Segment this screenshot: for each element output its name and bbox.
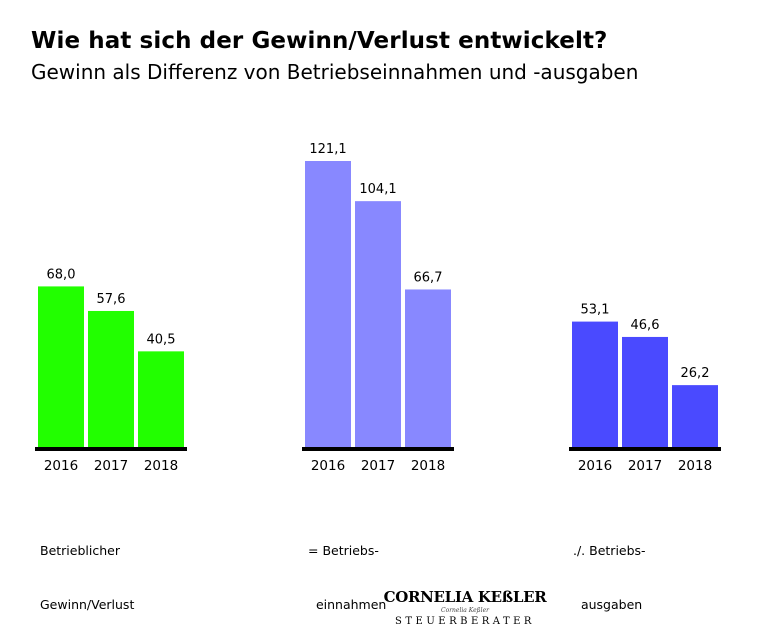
x-tick-label: 2017	[94, 458, 128, 474]
data-label: 53,1	[581, 303, 610, 318]
x-tick-label: 2016	[44, 458, 78, 474]
data-label: 104,1	[359, 182, 396, 197]
group-label-profit-line1: Betrieblicher	[40, 543, 120, 558]
bar	[355, 201, 401, 447]
baseline	[569, 447, 721, 451]
group-label-expenses-line2: ausgaben	[573, 597, 643, 612]
data-label: 68,0	[47, 267, 76, 282]
bar	[305, 161, 351, 447]
bar	[672, 385, 718, 447]
bar	[572, 321, 618, 447]
bar	[405, 289, 451, 447]
logo-tagline: STEUERBERATER	[395, 616, 535, 627]
group-label-expenses-line1: ./. Betriebs-	[573, 543, 646, 558]
bar	[138, 351, 184, 447]
x-tick-label: 2018	[144, 458, 178, 474]
x-tick-label: 2018	[411, 458, 445, 474]
data-label: 46,6	[631, 318, 660, 333]
group-label-income-line1: = Betriebs-	[308, 543, 379, 558]
baseline	[35, 447, 187, 451]
data-label: 66,7	[414, 270, 443, 285]
bar	[38, 286, 84, 447]
chart-title: Wie hat sich der Gewinn/Verlust entwicke…	[31, 28, 608, 54]
x-tick-label: 2018	[678, 458, 712, 474]
x-tick-label: 2016	[578, 458, 612, 474]
x-tick-label: 2016	[311, 458, 345, 474]
bar	[622, 336, 668, 447]
data-label: 26,2	[681, 366, 710, 381]
group-label-expenses: ./. Betriebs- ausgaben	[573, 506, 646, 632]
data-label: 40,5	[147, 332, 176, 347]
group-label-income-line2: einnahmen	[308, 597, 387, 612]
bar	[88, 310, 134, 447]
baseline	[302, 447, 454, 451]
logo: CORNELIA KEßLER Cornelia Keßler STEUERBE…	[380, 588, 550, 627]
group-label-income: = Betriebs- einnahmen	[308, 506, 386, 632]
logo-name: CORNELIA KEßLER	[383, 588, 547, 606]
group-label-profit-line2: Gewinn/Verlust	[40, 597, 135, 612]
x-tick-label: 2017	[628, 458, 662, 474]
group-label-profit: Betrieblicher Gewinn/Verlust	[40, 506, 134, 632]
bar-chart: 68,0 2016 57,6 2017 40,5 2018 121,1 2016 104,1 20…	[35, 142, 721, 474]
data-label: 121,1	[309, 142, 346, 157]
data-label: 57,6	[97, 292, 126, 307]
chart-subtitle: Gewinn als Differenz von Betriebseinnahm…	[31, 60, 639, 84]
logo-signature: Cornelia Keßler	[440, 607, 490, 614]
x-tick-label: 2017	[361, 458, 395, 474]
